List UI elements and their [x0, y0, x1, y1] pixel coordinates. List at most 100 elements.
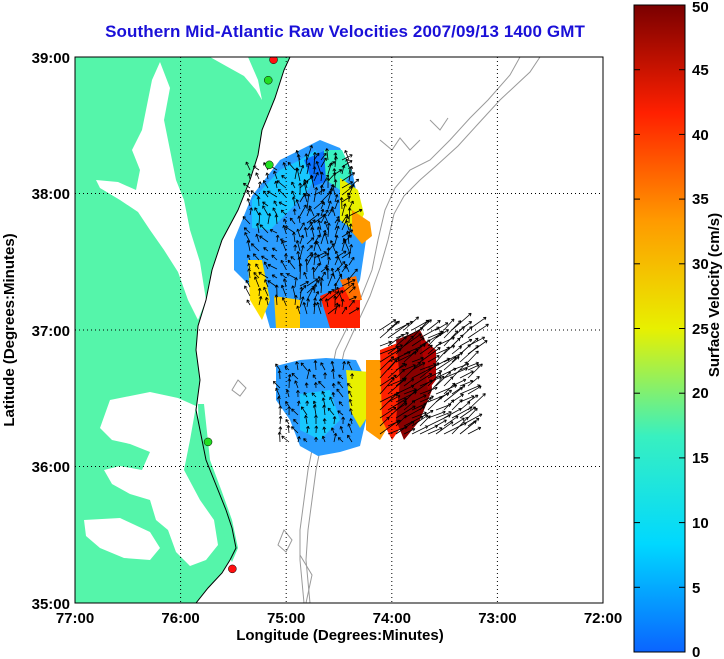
velocity-arrow	[294, 380, 299, 389]
velocity-arrow	[246, 198, 251, 207]
velocity-arrow	[303, 271, 308, 280]
velocity-arrow	[278, 201, 287, 207]
velocity-arrow	[320, 201, 325, 210]
velocity-arrow	[451, 416, 469, 435]
velocity-arrow	[320, 290, 332, 301]
velocity-arrow	[244, 285, 251, 297]
x-tick-label: 76:00	[161, 610, 199, 627]
velocity-arrow	[277, 431, 282, 443]
velocity-arrow	[290, 256, 296, 261]
velocity-arrow	[427, 410, 446, 419]
velocity-arrow	[315, 240, 322, 252]
chesapeake-bay	[96, 62, 206, 320]
velocity-arrow	[255, 233, 260, 243]
velocity-arrow	[306, 425, 310, 434]
velocity-arrow	[286, 424, 291, 434]
velocity-arrow	[327, 200, 332, 210]
velocity-arrow	[348, 299, 355, 308]
velocity-arrow	[451, 326, 465, 339]
velocity-arrow	[323, 232, 329, 245]
y-tick-label: 35:00	[32, 596, 70, 613]
velocity-arrow	[443, 415, 459, 427]
velocity-arrow	[313, 297, 317, 308]
velocity-arrow	[259, 235, 269, 243]
velocity-arrow	[267, 190, 278, 198]
velocity-arrow	[255, 263, 260, 270]
velocity-arrow	[292, 208, 297, 216]
velocity-arrow	[299, 296, 305, 308]
velocity-arrow	[276, 180, 287, 189]
velocity-arrow	[303, 193, 308, 203]
velocity-arrow	[287, 161, 296, 171]
velocity-arrow	[403, 333, 422, 347]
velocity-arrow	[443, 422, 467, 435]
velocity-arrow	[331, 184, 336, 196]
x-axis-ticks: 77:00 76:00 75:00 74:00 73:00 72:00	[56, 610, 622, 627]
velocity-arrow	[336, 388, 344, 398]
velocity-arrow	[320, 152, 327, 161]
x-tick-label: 72:00	[584, 610, 622, 627]
velocity-arrow	[296, 305, 301, 315]
velocity-arrow	[289, 217, 296, 225]
velocity-arrow	[419, 376, 442, 387]
velocity-arrow	[337, 381, 344, 389]
velocity-arrow	[302, 181, 308, 196]
velocity-arrow	[313, 283, 318, 294]
station-marker	[263, 75, 273, 85]
velocity-arrow	[411, 319, 429, 339]
velocity-arrow	[419, 362, 440, 379]
velocity-arrow	[304, 258, 309, 273]
velocity-arrow	[459, 345, 479, 363]
velocity-arrow	[264, 279, 269, 288]
velocity-arrow	[322, 418, 327, 425]
velocity-arrow	[263, 247, 269, 252]
x-tick-label: 75:00	[267, 610, 305, 627]
velocity-arrow	[246, 189, 251, 198]
velocity-arrow	[301, 406, 308, 416]
velocity-arrow	[325, 267, 330, 280]
velocity-arrow	[411, 337, 425, 347]
velocity-arrow	[317, 220, 322, 231]
velocity-arrow	[306, 368, 311, 380]
velocity-arrow	[257, 287, 262, 297]
velocity-arrow	[253, 272, 260, 279]
colorbar	[633, 4, 686, 653]
velocity-arrow	[311, 392, 317, 398]
velocity-arrow	[419, 347, 441, 363]
velocity-arrow	[293, 418, 299, 425]
velocity-arrow	[258, 271, 269, 279]
colorbar-tick-label: 5	[692, 580, 700, 597]
velocity-arrow	[334, 218, 341, 231]
colorbar-ticks	[634, 4, 685, 653]
velocity-arrow	[303, 392, 308, 398]
velocity-arrow	[348, 295, 357, 301]
albemarle-sound	[100, 392, 218, 566]
velocity-arrow	[281, 240, 287, 252]
velocity-arrow	[403, 348, 419, 363]
velocity-arrow	[387, 333, 405, 347]
velocity-arrow	[299, 222, 305, 231]
velocity-arrow	[349, 418, 353, 425]
velocity-arrow	[314, 414, 318, 424]
velocity-arrow	[451, 399, 463, 411]
velocity-arrow	[298, 263, 303, 280]
velocity-arrow	[339, 425, 344, 434]
velocity-arrow	[319, 277, 324, 294]
velocity-arrow	[427, 375, 445, 395]
velocity-arrow	[247, 262, 251, 270]
velocity-arrow	[348, 256, 355, 266]
velocity-arrow	[291, 285, 296, 297]
velocity-arrow	[327, 291, 339, 301]
velocity-arrow	[331, 206, 336, 217]
velocity-arrow	[293, 294, 298, 306]
velocity-arrow	[259, 224, 269, 234]
velocity-arrow	[333, 282, 338, 294]
velocity-arrow	[280, 209, 287, 216]
velocity-arrow	[411, 425, 429, 435]
y-tick-label: 37:00	[32, 323, 70, 340]
velocity-arrow	[249, 207, 253, 216]
velocity-arrow	[244, 232, 251, 243]
velocity-arrow	[331, 392, 336, 398]
velocity-arrow	[273, 170, 278, 180]
velocity-arrow	[395, 335, 414, 355]
